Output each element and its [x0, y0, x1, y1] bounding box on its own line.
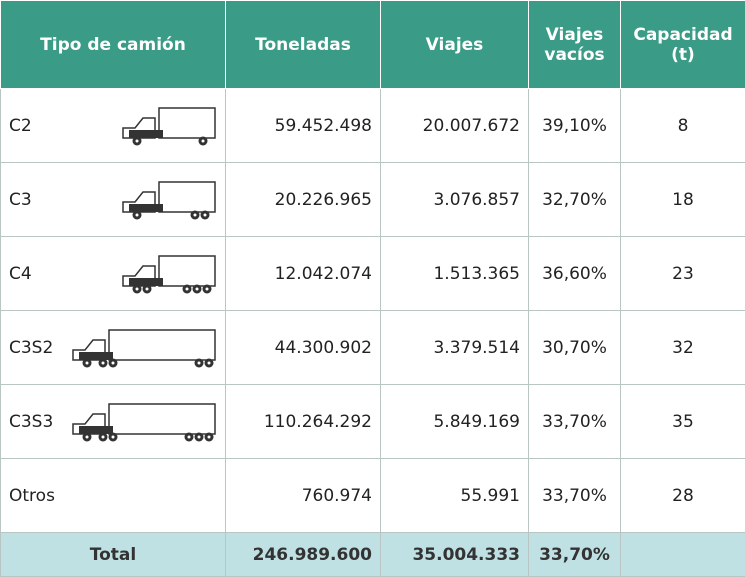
cell: 59.452.498 [226, 89, 381, 163]
cell-text: 59.452.498 [275, 116, 372, 136]
cell-text: 39,10% [542, 116, 607, 136]
column-header: Tipo de camión [1, 1, 226, 89]
cell: 30,70% [529, 311, 621, 385]
cell: 18 [621, 163, 745, 237]
cell-text: C4 [9, 264, 32, 284]
cell-text: 32 [672, 338, 694, 358]
cell-text: 33,70% [542, 486, 607, 506]
truck-icon [119, 178, 219, 222]
cell-text: 8 [678, 116, 689, 136]
cell-text: 23 [672, 264, 694, 284]
truck-type: C3 [1, 163, 226, 237]
cell-text: 20.007.672 [423, 116, 520, 136]
truck-type: C3S2 [1, 311, 226, 385]
cell: 33,70% [529, 385, 621, 459]
cell-text: 110.264.292 [264, 412, 372, 432]
truck-icon [69, 400, 219, 444]
truck-type: Otros [1, 459, 226, 533]
cell-text: C2 [9, 116, 32, 136]
cell-text: 3.076.857 [433, 190, 520, 210]
cell: 28 [621, 459, 745, 533]
truck-type: C2 [1, 89, 226, 163]
cell: 36,60% [529, 237, 621, 311]
cell-text: 36,60% [542, 264, 607, 284]
cell: 32,70% [529, 163, 621, 237]
cell-text: C3 [9, 190, 32, 210]
cell-text: 5.849.169 [433, 412, 520, 432]
truck-icon [119, 104, 219, 148]
table-row: C2 59.452.498 20.007.672 39,10% 8 [1, 89, 745, 163]
cell: 20.226.965 [226, 163, 381, 237]
cell-text: C3S2 [9, 338, 53, 358]
cell-text: 3.379.514 [433, 338, 520, 358]
cell: 32 [621, 311, 745, 385]
cell-text: 30,70% [542, 338, 607, 358]
cell-text: 1.513.365 [433, 264, 520, 284]
cell: 8 [621, 89, 745, 163]
truck-icon [119, 252, 219, 296]
cell: 760.974 [226, 459, 381, 533]
table-row: C3S2 44.300.902 3.379.514 30,70% 32 [1, 311, 745, 385]
table-row: C3S3 110.264.292 5.849.169 33,70% 35 [1, 385, 745, 459]
cell-text: 28 [672, 486, 694, 506]
cell-text: 12.042.074 [275, 264, 372, 284]
table-body: C2 59.452.498 20.007.672 39,10% 8 C3 20.226.96… [1, 89, 745, 577]
cell: 55.991 [381, 459, 529, 533]
truck-type: C3S3 [1, 385, 226, 459]
cell: 110.264.292 [226, 385, 381, 459]
cell-text: Otros [9, 486, 55, 506]
cell: 12.042.074 [226, 237, 381, 311]
cell-text: C3S3 [9, 412, 53, 432]
cell: 39,10% [529, 89, 621, 163]
cell-text: 44.300.902 [275, 338, 372, 358]
column-header: Capacidad (t) [621, 1, 745, 89]
cell-text: 35 [672, 412, 694, 432]
cell: 5.849.169 [381, 385, 529, 459]
cell: 3.076.857 [381, 163, 529, 237]
cell-text: 20.226.965 [275, 190, 372, 210]
cell: 44.300.902 [226, 311, 381, 385]
cell-text: 760.974 [302, 486, 372, 506]
table-row: C3 20.226.965 3.076.857 32,70% 18 [1, 163, 745, 237]
table-row: C4 12.042.074 1.513.365 36,60% 23 [1, 237, 745, 311]
cell: 35 [621, 385, 745, 459]
truck-icon [69, 326, 219, 370]
truck-type: C4 [1, 237, 226, 311]
cell-text: 33,70% [542, 412, 607, 432]
cell: 23 [621, 237, 745, 311]
cell: 1.513.365 [381, 237, 529, 311]
column-header: Viajes vacíos [529, 1, 621, 89]
cell: 20.007.672 [381, 89, 529, 163]
cell: 33,70% [529, 459, 621, 533]
column-header: Viajes [381, 1, 529, 89]
column-header: Toneladas [226, 1, 381, 89]
cell: 3.379.514 [381, 311, 529, 385]
cell-text: 18 [672, 190, 694, 210]
cell-text: 55.991 [461, 486, 520, 506]
table-row: Otros 760.974 55.991 33,70% 28 [1, 459, 745, 533]
cell-text: 32,70% [542, 190, 607, 210]
